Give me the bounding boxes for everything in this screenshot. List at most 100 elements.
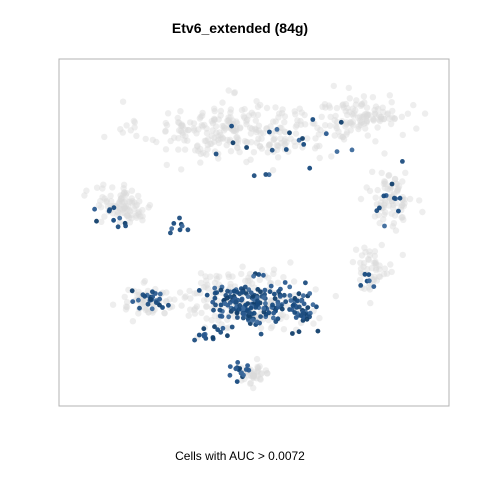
background-cell-point bbox=[193, 303, 201, 310]
background-cell-point bbox=[390, 201, 397, 209]
background-cell-point bbox=[394, 186, 401, 193]
background-cell-point bbox=[339, 133, 346, 141]
background-cell-point bbox=[145, 204, 152, 211]
high-auc-cell-point bbox=[307, 165, 313, 171]
background-cell-point bbox=[254, 111, 262, 119]
background-cell-point bbox=[239, 263, 246, 270]
background-cell-point bbox=[247, 124, 254, 131]
background-cell-point bbox=[372, 111, 379, 118]
high-auc-cell-point bbox=[389, 181, 395, 187]
background-cell-point bbox=[381, 265, 388, 272]
background-cell-point bbox=[267, 123, 274, 130]
background-cell-point bbox=[365, 284, 372, 291]
background-cell-point bbox=[362, 125, 369, 132]
high-auc-cell-point bbox=[241, 372, 246, 378]
background-cell-point bbox=[358, 252, 366, 259]
background-cell-point bbox=[355, 114, 362, 122]
background-cell-point bbox=[382, 199, 389, 207]
background-cell-point bbox=[234, 144, 241, 152]
background-cell-point bbox=[135, 288, 142, 296]
background-cell-point bbox=[142, 306, 149, 314]
background-cell-point bbox=[382, 209, 389, 216]
background-cell-point bbox=[177, 122, 185, 130]
background-cell-point bbox=[119, 129, 127, 136]
background-cell-point bbox=[174, 114, 181, 122]
background-cell-point bbox=[153, 138, 160, 146]
background-cell-point bbox=[328, 153, 335, 160]
background-cell-point bbox=[255, 364, 262, 371]
background-cell-point bbox=[209, 120, 217, 127]
background-cell-point bbox=[193, 143, 201, 150]
background-cell-point bbox=[215, 155, 222, 162]
background-cell-point bbox=[419, 208, 426, 216]
background-cell-point bbox=[190, 120, 198, 127]
background-cell-point bbox=[290, 278, 298, 285]
background-cell-point bbox=[247, 379, 255, 387]
background-cell-point bbox=[375, 105, 382, 113]
background-cell-point bbox=[302, 121, 309, 128]
background-cell-point bbox=[229, 127, 237, 134]
background-cell-point bbox=[360, 120, 368, 127]
background-cell-point bbox=[380, 108, 387, 116]
high-auc-cell-point bbox=[92, 206, 97, 212]
background-cell-point bbox=[227, 106, 235, 113]
background-cell-point bbox=[233, 126, 240, 133]
background-cell-point bbox=[362, 249, 369, 256]
background-cell-point bbox=[335, 128, 342, 135]
high-auc-cell-point bbox=[251, 273, 256, 279]
background-cell-point bbox=[203, 125, 210, 132]
background-cell-point bbox=[380, 204, 387, 211]
background-cell-point bbox=[227, 284, 234, 291]
background-cell-point bbox=[273, 142, 280, 149]
background-cell-point bbox=[274, 154, 282, 161]
background-cell-point bbox=[375, 111, 383, 119]
background-cell-point bbox=[282, 128, 289, 136]
high-auc-cell-point bbox=[244, 145, 250, 150]
background-cell-point bbox=[384, 110, 392, 117]
background-cell-point bbox=[227, 148, 235, 155]
background-cell-point bbox=[182, 133, 189, 140]
background-cell-point bbox=[224, 117, 232, 125]
background-cell-point bbox=[108, 198, 115, 205]
background-cell-point bbox=[363, 117, 371, 125]
background-cell-point bbox=[256, 363, 263, 370]
high-auc-cell-point bbox=[241, 311, 247, 317]
background-cell-point bbox=[128, 195, 135, 202]
background-cell-point bbox=[371, 276, 378, 283]
background-cell-point bbox=[364, 112, 371, 119]
background-cell-point bbox=[269, 167, 277, 174]
high-auc-cell-point bbox=[179, 223, 185, 229]
background-cell-point bbox=[390, 220, 398, 227]
high-auc-cell-point bbox=[212, 324, 217, 330]
background-cell-point bbox=[344, 111, 351, 119]
high-auc-cell-point bbox=[283, 147, 289, 152]
background-cell-point bbox=[366, 187, 374, 195]
background-cell-point bbox=[121, 293, 128, 301]
background-cell-point bbox=[363, 114, 370, 121]
background-cell-point bbox=[250, 384, 257, 392]
background-cell-point bbox=[171, 296, 178, 303]
background-cell-point bbox=[404, 110, 412, 117]
background-cell-point bbox=[253, 98, 260, 105]
high-auc-cell-point bbox=[261, 295, 267, 300]
background-cell-point bbox=[380, 115, 388, 123]
background-cell-point bbox=[139, 217, 146, 224]
high-auc-cell-point bbox=[227, 372, 233, 378]
background-cell-point bbox=[399, 201, 406, 209]
background-cell-point bbox=[202, 137, 210, 145]
high-auc-cell-point bbox=[396, 208, 401, 214]
background-cell-point bbox=[171, 134, 178, 141]
background-cell-point bbox=[339, 101, 347, 108]
background-cell-point bbox=[136, 198, 143, 205]
background-cell-point bbox=[271, 135, 278, 142]
background-cell-point bbox=[139, 213, 146, 220]
background-cell-point bbox=[127, 127, 134, 134]
background-cell-point bbox=[130, 205, 138, 213]
background-cell-point bbox=[219, 122, 226, 130]
background-cell-point bbox=[179, 131, 186, 138]
background-cell-point bbox=[216, 129, 223, 136]
background-cell-point bbox=[257, 376, 264, 383]
background-cell-point bbox=[257, 101, 264, 109]
high-auc-cell-point bbox=[213, 302, 218, 308]
background-cell-point bbox=[213, 272, 220, 280]
